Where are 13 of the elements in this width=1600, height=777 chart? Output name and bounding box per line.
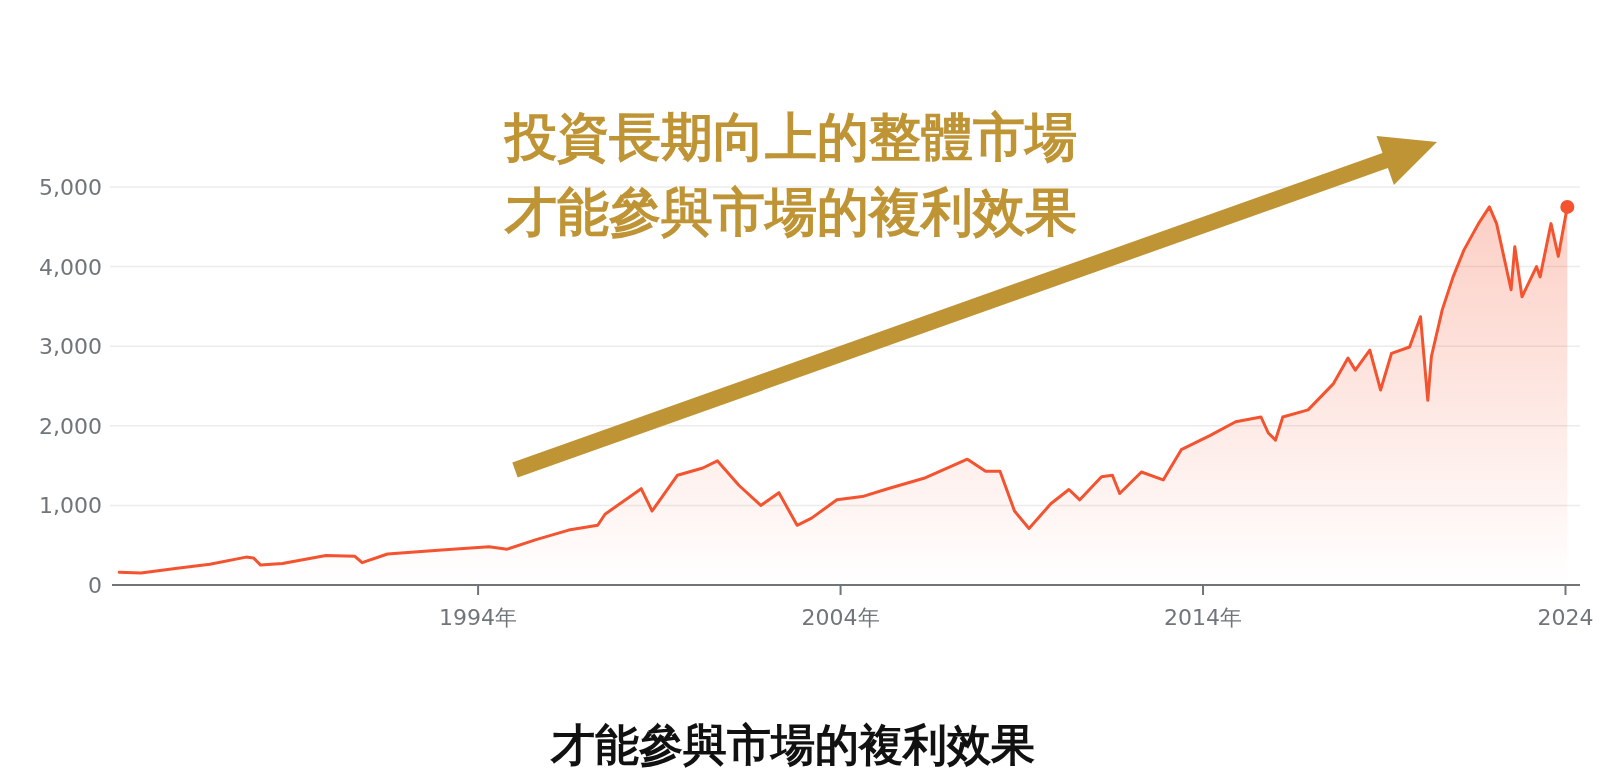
y-tick-label: 0 [88, 573, 102, 598]
y-tick-label: 3,000 [39, 334, 102, 360]
annotation: 才能參與市場的複利效果 [504, 182, 1077, 242]
y-tick-label: 1,000 [39, 493, 102, 519]
text: 才能參與市場的複利效果 [550, 719, 1035, 770]
text: 投資長期向上的整體市場 [503, 107, 1077, 167]
x-tick-label: 1994年 [439, 605, 518, 630]
y-tick-label: 5,000 [39, 175, 102, 200]
x-tick-label: 2024 [1537, 605, 1594, 630]
x-tick-label: 2004年 [801, 605, 880, 630]
y-tick-label: 4,000 [39, 254, 102, 280]
x-tick-label: 2014年 [1164, 605, 1243, 630]
y-tick-label: 2,000 [39, 413, 102, 439]
